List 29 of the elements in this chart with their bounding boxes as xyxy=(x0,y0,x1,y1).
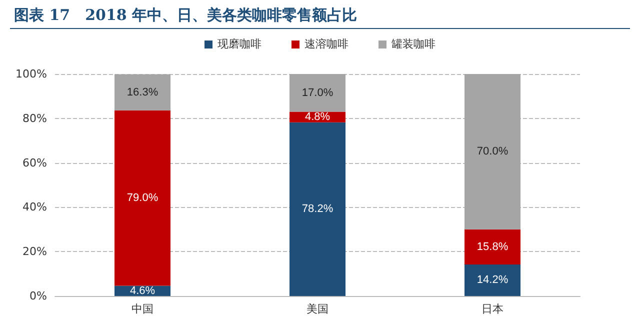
x-tick-label: 中国 xyxy=(132,302,154,316)
y-tick-label: 20% xyxy=(22,245,47,258)
data-label: 78.2% xyxy=(302,203,334,216)
bar xyxy=(290,74,346,112)
y-tick-label: 60% xyxy=(22,156,47,170)
data-label: 15.8% xyxy=(476,240,508,253)
data-label: 4.6% xyxy=(130,284,156,297)
data-label: 17.0% xyxy=(302,86,334,99)
data-label: 79.0% xyxy=(126,192,158,204)
bar xyxy=(114,74,170,110)
bar xyxy=(290,122,346,296)
data-label: 14.2% xyxy=(476,274,508,286)
y-tick-label: 40% xyxy=(22,200,47,214)
bar xyxy=(464,264,520,296)
legend-label: 速溶咖啡 xyxy=(304,38,348,50)
y-tick-label: 80% xyxy=(22,112,47,125)
data-label: 4.8% xyxy=(304,111,330,124)
bar xyxy=(114,110,170,286)
data-label: 70.0% xyxy=(476,146,508,158)
y-tick-label: 0% xyxy=(30,290,47,302)
y-tick-label: 100% xyxy=(16,68,47,80)
data-label: 16.3% xyxy=(126,86,158,98)
chart-title: 图表 17 2018 年中、日、美各类咖啡零售额占比 xyxy=(14,6,358,25)
x-tick-label: 日本 xyxy=(482,302,504,316)
bar xyxy=(464,229,520,264)
x-tick-label: 美国 xyxy=(306,302,328,316)
bar xyxy=(464,74,520,230)
legend-label: 罐装咖啡 xyxy=(392,38,436,50)
legend-label: 现磨咖啡 xyxy=(218,38,262,50)
